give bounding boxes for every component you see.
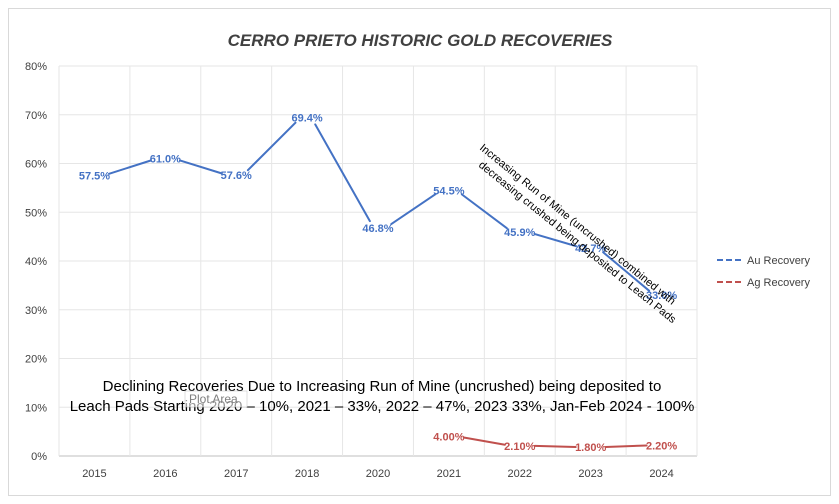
au-recovery-line-segment	[314, 123, 371, 223]
legend-ag-recovery-label: Ag Recovery	[747, 277, 810, 289]
y-tick-label: 70%	[25, 110, 47, 122]
au-recovery-line-segment	[533, 232, 578, 248]
y-axis-ticks: 0% 10% 20% 30% 40% 50% 60% 70% 80%	[25, 61, 47, 463]
y-tick-label: 20%	[25, 354, 47, 366]
au-recovery-data-label: 69.4%	[292, 113, 323, 125]
y-tick-label: 30%	[25, 305, 47, 317]
au-recovery-data-label: 57.6%	[221, 170, 252, 182]
ag-recovery-data-label: 2.20%	[646, 440, 677, 452]
ag-recovery-line-segment	[462, 436, 506, 446]
rotated-annotation-line-2: decreasing crushed being deposited to Le…	[476, 159, 678, 326]
rotated-annotation-line-1: Increasing Run of Mine (uncrushed) combi…	[477, 142, 677, 308]
data-labels: 57.5% 61.0% 57.6% 69.4% 46.8% 54.5% 45.9% 42.7%…	[79, 113, 678, 455]
au-recovery-data-label: 54.5%	[433, 185, 464, 197]
rotated-annotation: Increasing Run of Mine (uncrushed) combi…	[476, 142, 678, 326]
x-axis-ticks: 2015 2016 2017 2018 2020 2021 2022 2023 2024	[82, 468, 674, 480]
legend-au-recovery-label: Au Recovery	[747, 255, 810, 267]
au-recovery-line-segment	[178, 159, 223, 175]
au-recovery-data-label: 46.8%	[362, 223, 393, 235]
au-recovery-line-segment	[460, 193, 508, 230]
chart-svg: CERRO PRIETO HISTORIC GOLD RECOVERIES 0%…	[25, 31, 811, 480]
y-tick-label: 60%	[25, 159, 47, 171]
ag-recovery-data-label: 2.10%	[504, 441, 535, 453]
ag-recovery-line-segment	[604, 444, 648, 449]
x-tick-label: 2023	[578, 468, 602, 480]
chart-title: CERRO PRIETO HISTORIC GOLD RECOVERIES	[228, 31, 613, 50]
y-tick-label: 50%	[25, 207, 47, 219]
plot-area-tooltip-text: Plot Area	[189, 392, 238, 406]
chart-frame: CERRO PRIETO HISTORIC GOLD RECOVERIES 0%…	[8, 8, 831, 496]
annotation-note-line-2: Leach Pads Starting 2020 – 10%, 2021 – 3…	[70, 398, 695, 415]
y-tick-label: 80%	[25, 61, 47, 73]
y-tick-label: 10%	[25, 402, 47, 414]
x-tick-label: 2015	[82, 468, 106, 480]
x-tick-label: 2021	[437, 468, 461, 480]
x-tick-label: 2016	[153, 468, 177, 480]
x-tick-label: 2017	[224, 468, 248, 480]
au-recovery-line-segment	[390, 193, 437, 226]
ag-recovery-data-label: 4.00%	[433, 432, 464, 444]
au-recovery-line-segment	[246, 121, 297, 172]
au-recovery-line-segment	[602, 251, 651, 292]
y-tick-label: 0%	[31, 451, 47, 463]
au-recovery-line-segment	[108, 159, 152, 175]
x-tick-label: 2022	[508, 468, 532, 480]
au-recovery-data-label: 45.9%	[504, 227, 535, 239]
y-tick-label: 40%	[25, 256, 47, 268]
au-recovery-data-label: 57.5%	[79, 171, 110, 183]
x-tick-label: 2020	[366, 468, 390, 480]
au-recovery-data-label: 61.0%	[150, 154, 181, 166]
ag-recovery-data-label: 1.80%	[575, 442, 606, 454]
au-recovery-data-label: 33.0%	[646, 290, 677, 302]
x-tick-label: 2018	[295, 468, 319, 480]
series-lines	[108, 121, 651, 449]
x-tick-label: 2024	[649, 468, 673, 480]
gridlines	[58, 65, 698, 457]
ag-recovery-line-segment	[533, 444, 577, 449]
au-recovery-data-label: 42.7%	[575, 243, 606, 255]
plot-area-tooltip: Plot Area	[184, 390, 248, 408]
legend: Au Recovery Ag Recovery	[717, 255, 810, 289]
